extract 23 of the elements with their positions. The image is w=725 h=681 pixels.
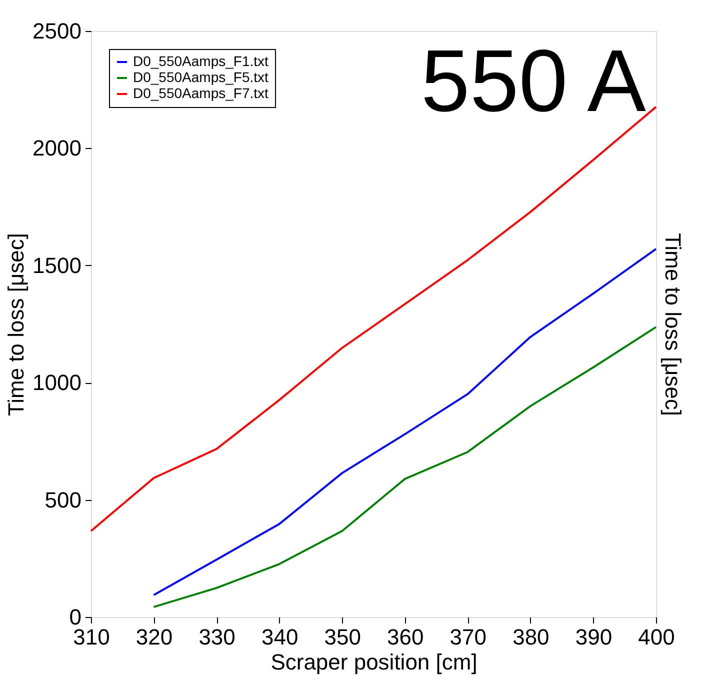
x-tick-label: 380: [512, 624, 550, 650]
x-tick-label: 330: [198, 624, 236, 650]
y-tick-label: 2000: [32, 136, 82, 161]
x-tick-label: 390: [575, 624, 612, 650]
x-tick-label: 400: [638, 624, 675, 650]
y-tick-label: 500: [44, 487, 82, 512]
y2-axis-title: Time to loss [μsec]: [660, 232, 686, 416]
x-tick-label: 350: [324, 624, 361, 650]
x-tick-label: 340: [261, 624, 298, 650]
line-series: [152, 248, 657, 596]
x-tick-label: 360: [387, 624, 424, 650]
legend-label: D0_550Aamps_F7.txt: [133, 85, 269, 101]
annotation: 550 A: [420, 31, 646, 130]
y-tick-label: 2500: [32, 18, 82, 44]
line-series: [152, 326, 657, 608]
x-tick-label: 320: [136, 624, 173, 650]
legend-label: D0_550Aamps_F5.txt: [133, 69, 269, 85]
x-tick-label: 370: [450, 624, 487, 650]
legend-label: D0_550Aamps_F1.txt: [133, 53, 269, 69]
y-axis-title: Time to loss [μsec]: [4, 232, 29, 416]
y-tick-label: 1500: [32, 252, 82, 278]
x-axis-title: Scraper position [cm]: [270, 650, 478, 674]
y-tick-label: 1000: [32, 370, 82, 396]
